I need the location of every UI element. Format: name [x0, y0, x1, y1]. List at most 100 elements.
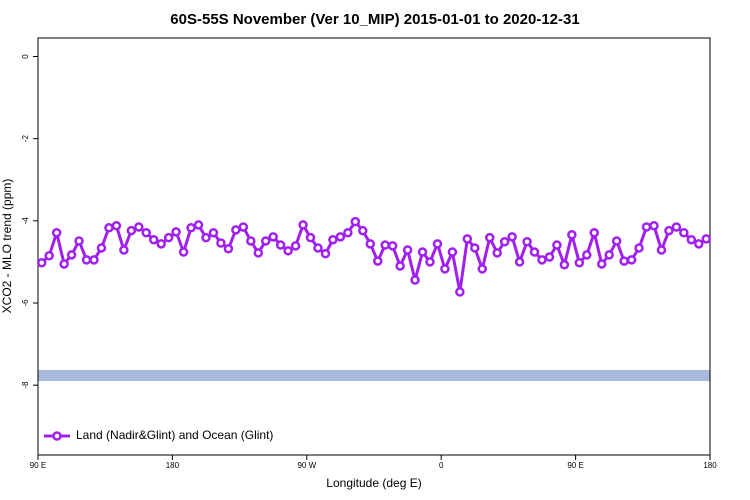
point	[51, 227, 62, 238]
point	[36, 257, 47, 268]
point	[701, 234, 712, 244]
point	[81, 255, 92, 265]
plot-frame	[37, 37, 711, 456]
point	[313, 243, 323, 253]
point	[253, 248, 264, 258]
point	[686, 234, 697, 245]
point	[320, 248, 331, 259]
x-tick-label: 90 E	[567, 461, 583, 470]
point	[201, 232, 211, 243]
point	[74, 236, 84, 246]
point	[148, 234, 159, 245]
point	[679, 227, 689, 238]
point	[641, 222, 652, 232]
point	[111, 221, 122, 231]
legend-marker	[52, 431, 62, 441]
legend-label: Land (Nadir&Glint) and Ocean (Glint)	[76, 428, 273, 442]
y-tick-label: 0	[21, 54, 30, 59]
point	[387, 241, 398, 251]
point	[350, 216, 361, 227]
y-tick-label: -8	[21, 381, 30, 389]
point	[231, 225, 241, 235]
point	[402, 245, 413, 255]
point	[66, 250, 77, 260]
point	[171, 227, 181, 237]
point	[425, 257, 435, 267]
point	[477, 264, 488, 274]
point	[440, 264, 450, 274]
point	[216, 238, 226, 248]
point	[59, 259, 69, 269]
point	[380, 240, 390, 250]
point	[649, 221, 659, 231]
x-axis-label: Longitude (deg E)	[326, 476, 421, 490]
point	[544, 252, 555, 262]
point	[238, 222, 249, 232]
y-axis-label: XCO2 - MLO trend (ppm)	[0, 179, 14, 314]
point	[343, 227, 353, 238]
point	[186, 223, 196, 233]
y-tick-label: -6	[21, 299, 30, 307]
point	[470, 243, 480, 253]
point	[156, 239, 166, 249]
x-tick-label: 0	[439, 461, 444, 470]
point	[141, 227, 152, 238]
point	[417, 247, 428, 257]
point	[358, 225, 368, 236]
point	[208, 227, 219, 238]
point	[275, 240, 286, 250]
point	[604, 250, 614, 260]
point	[365, 239, 376, 249]
point	[671, 222, 682, 232]
point	[552, 240, 562, 250]
point	[134, 222, 144, 232]
point	[499, 237, 510, 247]
x-tick-label: 90 W	[297, 461, 316, 470]
y-tick-label: -2	[21, 135, 30, 143]
point	[447, 247, 458, 257]
point	[298, 220, 308, 230]
point	[559, 260, 570, 270]
point	[492, 248, 502, 258]
point	[656, 245, 667, 255]
point	[462, 234, 473, 244]
point	[522, 237, 532, 247]
point	[664, 225, 674, 236]
y-tick-label: -4	[21, 217, 30, 225]
point	[104, 223, 114, 233]
point	[163, 232, 174, 243]
point	[283, 246, 293, 256]
x-tick-label: 180	[703, 461, 717, 470]
point	[126, 225, 137, 236]
point	[328, 234, 338, 245]
point	[193, 220, 204, 230]
point	[694, 239, 704, 249]
point	[537, 255, 547, 265]
point	[432, 239, 443, 249]
point	[582, 250, 592, 260]
point	[223, 244, 234, 254]
point	[484, 232, 495, 243]
point	[119, 245, 129, 255]
point	[567, 230, 577, 240]
point	[89, 255, 99, 265]
band	[38, 369, 710, 382]
x-tick-label: 90 E	[30, 461, 46, 470]
point	[246, 236, 256, 246]
x-tick-label: 180	[166, 461, 180, 470]
point	[634, 243, 644, 253]
point	[410, 275, 420, 285]
point	[395, 261, 405, 271]
point	[268, 232, 278, 242]
point	[455, 287, 465, 297]
point	[514, 257, 525, 267]
point	[589, 227, 600, 238]
point	[290, 241, 301, 251]
point	[96, 243, 107, 253]
point	[178, 247, 189, 257]
point	[619, 256, 629, 266]
point	[574, 257, 585, 268]
point	[529, 247, 540, 257]
point	[335, 232, 346, 242]
